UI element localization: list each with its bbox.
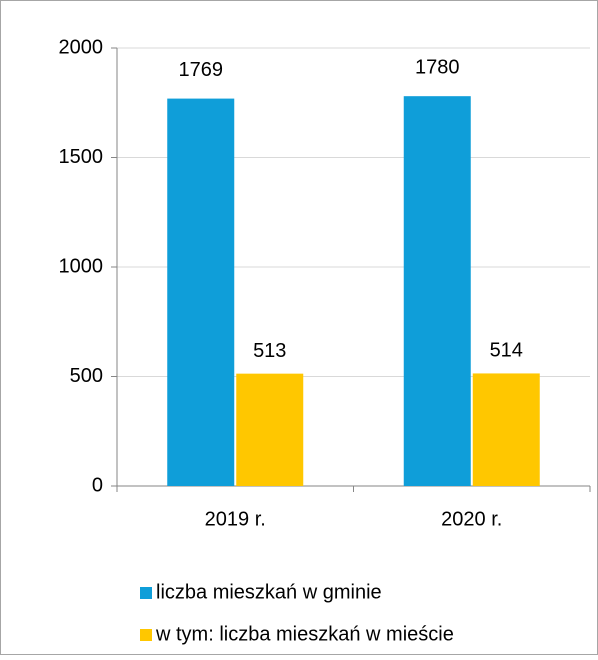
- y-tick-label: 0: [92, 474, 103, 496]
- y-tick-label: 500: [70, 365, 103, 387]
- x-tick-label: 2019 r.: [205, 508, 266, 530]
- legend-label: w tym: liczba mieszkań w mieście: [155, 623, 454, 645]
- y-tick-label: 1000: [59, 255, 104, 277]
- legend-swatch: [140, 629, 152, 641]
- data-label: 514: [490, 340, 523, 362]
- legend-swatch: [140, 587, 152, 599]
- y-tick-label: 1500: [59, 146, 104, 168]
- legend-label: liczba mieszkań w gminie: [156, 581, 382, 603]
- bar: [403, 96, 471, 487]
- x-tick-label: 2020 r.: [441, 508, 502, 530]
- data-label: 513: [253, 340, 286, 362]
- data-label: 1769: [179, 59, 224, 81]
- bar: [236, 373, 304, 486]
- bar: [472, 373, 540, 486]
- data-label: 1780: [415, 56, 460, 78]
- bar: [167, 98, 235, 487]
- y-tick-label: 2000: [59, 36, 104, 58]
